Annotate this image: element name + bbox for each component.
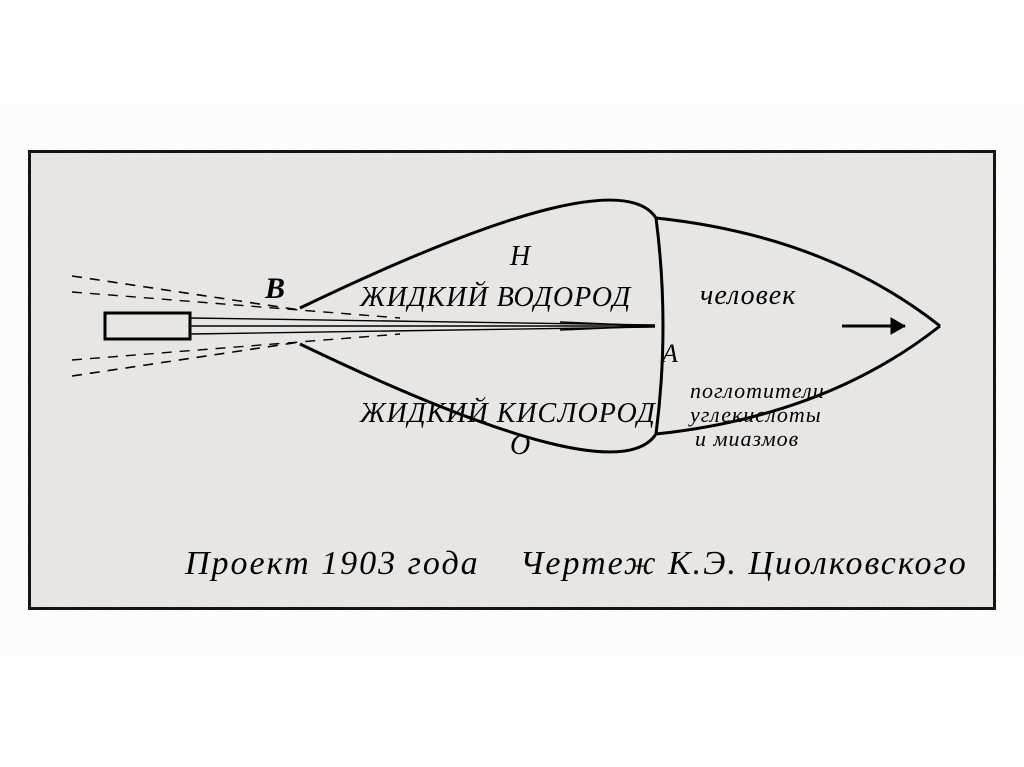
label-A: А (662, 339, 679, 369)
nozzle-rect (105, 313, 190, 339)
exhaust-solid (190, 318, 655, 334)
diagram-canvas: В Н О А жидкий водород жидкий кислород ч… (0, 0, 1024, 767)
label-H: Н (510, 241, 531, 273)
rocket-drawing (0, 0, 1024, 767)
label-B: В (265, 272, 286, 306)
direction-arrow (842, 318, 905, 334)
label-absorber-3: и миазмов (695, 426, 799, 452)
caption-right: Чертеж К.Э. Циолковского (520, 545, 968, 583)
caption-left: Проект 1903 года (185, 545, 480, 583)
label-O: О (510, 430, 531, 462)
label-absorber-2: углекислоты (690, 402, 822, 428)
label-human: человек (700, 280, 796, 312)
label-absorber-1: поглотители (690, 378, 825, 404)
compartment-divider (656, 218, 663, 434)
label-oxygen: жидкий кислород (360, 398, 656, 430)
hull-bottom (300, 326, 940, 452)
label-hydrogen: жидкий водород (360, 282, 631, 314)
